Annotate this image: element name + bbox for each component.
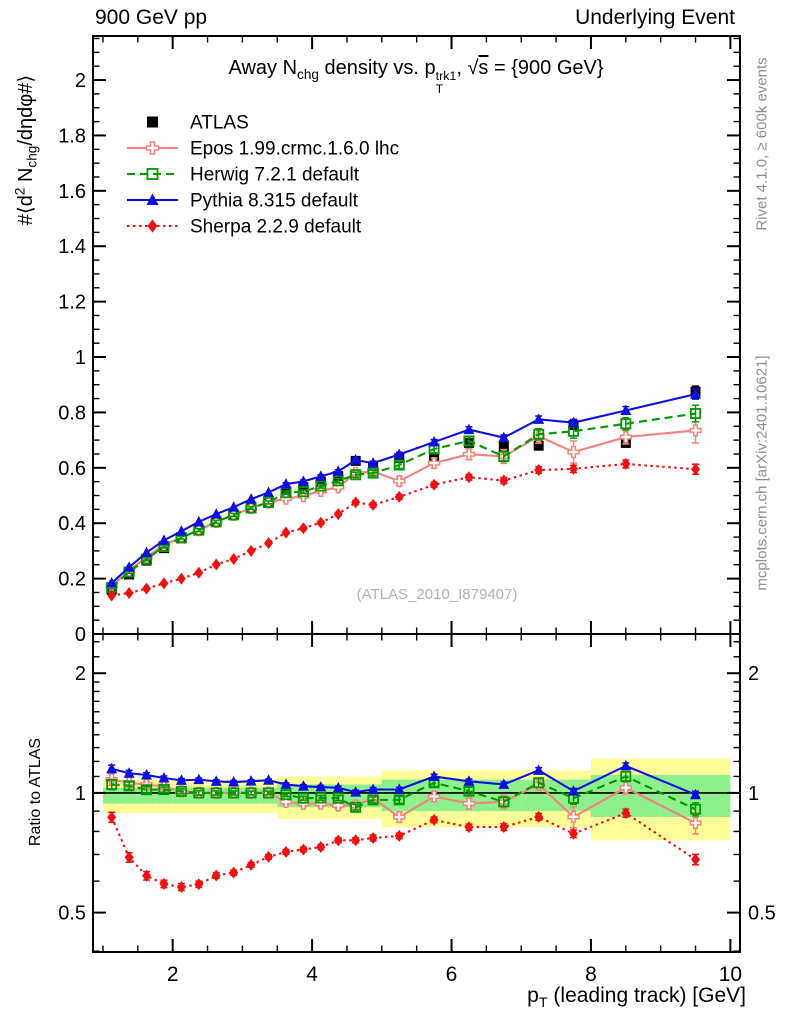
- tick-label: 4: [306, 963, 318, 986]
- series-ratio-4: [107, 807, 701, 894]
- series-ratio-2: [106, 770, 702, 817]
- series-ratio-3: [106, 759, 702, 800]
- series-main-1: [105, 417, 702, 593]
- analysis-id-watermark: (ATLAS_2010_I879407): [356, 586, 518, 603]
- legend-entry-3: Pythia 8.315 default: [127, 191, 359, 212]
- y-axis-label-ratio: Ratio to ATLAS: [27, 737, 44, 847]
- tick-label: 1: [748, 783, 759, 805]
- tick-label: 10: [719, 963, 742, 986]
- tick-label: 2: [167, 963, 179, 986]
- series-main-4: [107, 457, 701, 602]
- mcplots-reference-note: mcplots.cern.ch [arXiv:2401.10621]: [753, 355, 771, 591]
- legend-entry-4: Sherpa 2.2.9 default: [127, 217, 362, 238]
- tick-label: 0.5: [58, 903, 86, 925]
- series-main-0: [106, 385, 701, 595]
- axes-and-ticks: [93, 36, 740, 952]
- rivet-version-note: Rivet 4.1.0, ≥ 600k events: [753, 57, 771, 231]
- plot-title: Away Nchg density vs. p trk1 T, √s = {900 …: [228, 57, 604, 97]
- series-main-2: [106, 404, 702, 593]
- tick-label: 0.6: [58, 458, 86, 480]
- tick-label: 0: [75, 624, 86, 646]
- legend-entry-1: Epos 1.99.crmc.1.6.0 lhc: [127, 139, 399, 160]
- legend-entry-2: Herwig 7.2.1 default: [127, 165, 360, 186]
- analysis-group-label: Underlying Event: [575, 6, 735, 29]
- series-main-3: [106, 388, 702, 588]
- tick-label: 8: [585, 963, 597, 986]
- legend-label: ATLAS: [190, 113, 249, 134]
- legend-entry-0: ATLAS: [147, 113, 249, 134]
- tick-label: 1: [75, 347, 86, 369]
- tick-label: 1: [75, 783, 86, 805]
- legend-label: Herwig 7.2.1 default: [190, 165, 360, 186]
- tick-label: 1.6: [58, 181, 86, 203]
- tick-label: 2: [75, 663, 86, 685]
- tick-label: 0.4: [58, 513, 86, 535]
- tick-label: 0.8: [58, 402, 86, 424]
- legend-label: Sherpa 2.2.9 default: [190, 217, 362, 238]
- tick-label: 1.4: [58, 236, 86, 258]
- tick-label: 2: [748, 663, 759, 685]
- legend-label: Pythia 8.315 default: [190, 191, 359, 212]
- tick-label: 0.5: [748, 903, 776, 925]
- beam-energy-label: 900 GeV pp: [95, 6, 208, 29]
- legend: ATLAS Epos 1.99.crmc.1.6.0 lhc Herwig 7.2.…: [127, 113, 399, 238]
- tick-label: 6: [446, 963, 458, 986]
- tick-label: 0.2: [58, 569, 86, 591]
- legend-label: Epos 1.99.crmc.1.6.0 lhc: [190, 139, 399, 160]
- tick-label: 1.2: [58, 292, 86, 314]
- tick-label: 1.8: [58, 125, 86, 147]
- tick-label: 2: [75, 70, 86, 92]
- tick-labels: 0 0.2 0.4 0.6 0.8 1 1.2 1.4 1.6 1.8 2 0.5 0.5 1 1 2 2 2 4 6…: [58, 70, 776, 986]
- y-axis-label-main: #⟨d2 Nchg/dηdφ#⟩: [12, 74, 40, 226]
- x-axis-label: pT (leading track) [GeV]: [527, 984, 746, 1011]
